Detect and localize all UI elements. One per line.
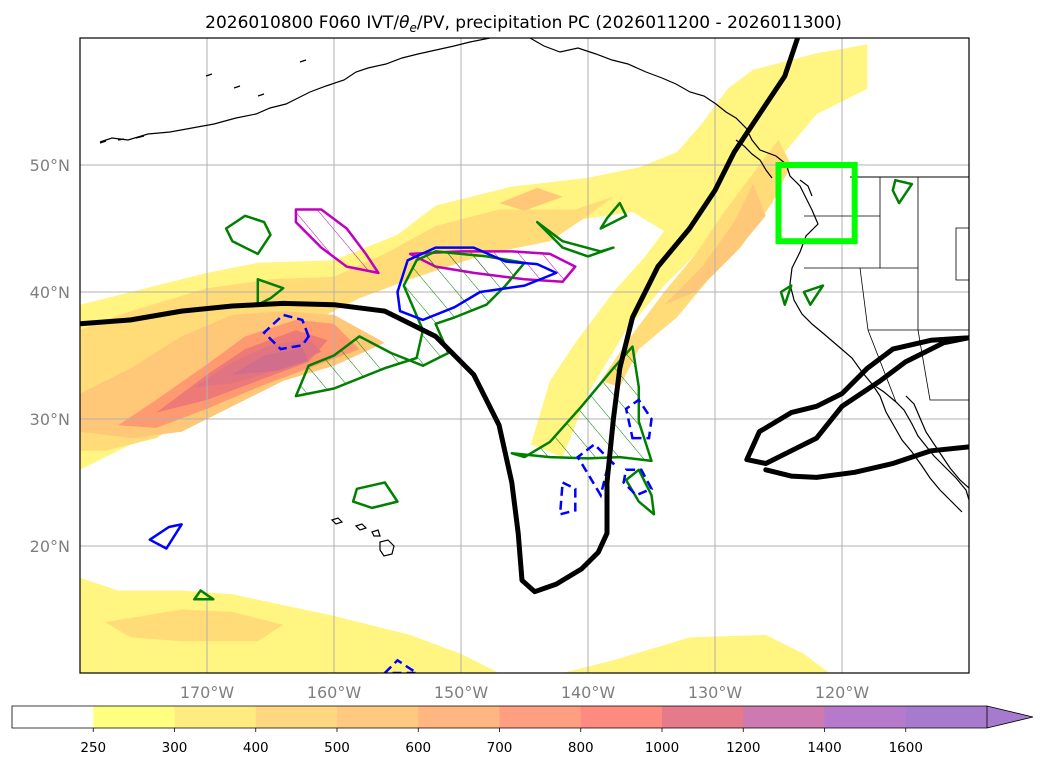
coastline-vancouver-island xyxy=(735,139,813,197)
colorbar-segment-2 xyxy=(174,706,257,728)
pv-contour-green-9 xyxy=(351,481,399,510)
pv-dashed-contour-3 xyxy=(622,468,654,497)
colorbar-tick-label: 1200 xyxy=(726,740,760,756)
pv-contour-green-14 xyxy=(193,589,215,601)
ivt-filled-contours xyxy=(80,44,868,673)
x-tick-label: 130°W xyxy=(688,683,743,702)
colorbar-extend-arrow xyxy=(986,705,1034,729)
colorbar-segment-0 xyxy=(12,706,94,728)
title-theta-sub: e xyxy=(410,21,417,35)
pv-dashed-contour-5 xyxy=(383,658,419,673)
theta-e-contour-1 xyxy=(744,335,969,466)
colorbar-segment-8 xyxy=(662,706,744,728)
colorbar-segment-7 xyxy=(580,706,663,728)
title-theta: θ xyxy=(399,13,410,33)
colorbar: 250 300 400 500 600 700 800 1000 1200 1400 1600 xyxy=(11,705,1034,756)
border-states xyxy=(804,177,969,403)
pv-contour-blue-4 xyxy=(396,246,558,322)
title-prefix: 2026010800 F060 IVT/ xyxy=(205,13,399,33)
pv-contour-green-11 xyxy=(779,284,793,306)
x-tick-label: 140°W xyxy=(561,683,616,702)
colorbar-segment-9 xyxy=(743,706,825,728)
gridlines xyxy=(80,38,969,673)
pv-dashed-contour-0 xyxy=(262,313,311,351)
ivt-region-f7-12 xyxy=(232,347,309,375)
colorbar-tick-label: 500 xyxy=(324,740,350,756)
x-tick-label: 170°W xyxy=(180,683,235,702)
y-tick-label: 50°N xyxy=(30,156,70,175)
colorbar-segment-10 xyxy=(824,706,907,728)
y-tick-label: 40°N xyxy=(30,283,70,302)
pv-contour-green-8 xyxy=(599,201,628,230)
ivt-region-f1-1 xyxy=(80,577,500,673)
theta-e-contour-0 xyxy=(80,38,801,595)
theta-e-contour-2 xyxy=(763,444,969,480)
colorbar-tick-label: 1400 xyxy=(807,740,841,756)
y-tick-label: 30°N xyxy=(30,410,70,429)
pv-contour-green-5 xyxy=(224,214,272,256)
colorbar-tick-label: 1600 xyxy=(889,740,923,756)
colorbar-tick-label: 600 xyxy=(405,740,431,756)
colorbar-tick-label: 400 xyxy=(243,740,269,756)
colorbar-tick-label: 1000 xyxy=(645,740,679,756)
pv-contour-green-6 xyxy=(256,278,285,306)
ivt-region-f1-2 xyxy=(562,634,830,673)
colorbar-segment-1 xyxy=(93,706,175,728)
ivt-region-f3-7 xyxy=(499,187,563,211)
pv-contour-green-2 xyxy=(294,250,526,398)
theta-e-contours xyxy=(80,38,969,595)
ivt-region-f3-8 xyxy=(664,184,766,305)
x-tick-label: 160°W xyxy=(307,683,362,702)
pv-contours xyxy=(148,178,914,673)
axis-labels: 170°W 160°W 150°W 140°W 130°W 120°W 20°N 30°N 40… xyxy=(30,156,870,702)
chart-title: 2026010800 F060 IVT/θe/PV, precipitation… xyxy=(205,13,842,35)
y-tick-label: 20°N xyxy=(30,537,70,556)
pv-dashed-contour-2 xyxy=(624,398,653,440)
ivt-region-f2-4 xyxy=(600,139,792,388)
coastline-aleutians xyxy=(99,59,307,144)
map-frame xyxy=(79,37,970,674)
coastline-baja xyxy=(871,383,969,513)
pv-contour-blue-15 xyxy=(148,523,183,550)
pv-contour-green-7 xyxy=(535,220,615,258)
ivt-region-f2-5 xyxy=(105,609,284,642)
colorbar-tick-label: 800 xyxy=(568,740,594,756)
pv-contour-green-10 xyxy=(624,468,656,516)
pv-dashed-contour-4 xyxy=(558,480,577,516)
colorbar-segment-4 xyxy=(337,706,419,728)
hawaiian-islands xyxy=(330,517,395,557)
title-suffix: /PV, precipitation PC (2026011200 - 2026… xyxy=(417,13,842,33)
coastlines xyxy=(99,38,969,557)
x-tick-label: 150°W xyxy=(434,683,489,702)
colorbar-segment-11 xyxy=(905,706,988,728)
pv-contour-green-12 xyxy=(802,284,825,306)
colorbar-segment-3 xyxy=(255,706,338,728)
colorbar-tick-label: 250 xyxy=(80,740,106,756)
map-area xyxy=(80,38,969,673)
colorbar-tick-label: 300 xyxy=(162,740,188,756)
pv-contour-green-13 xyxy=(891,178,914,205)
colorbar-segment-5 xyxy=(418,706,500,728)
colorbar-tick-label: 700 xyxy=(487,740,513,756)
x-tick-label: 120°W xyxy=(815,683,870,702)
colorbar-segment-6 xyxy=(499,706,582,728)
highlight-box-layer xyxy=(775,162,858,245)
highlight-box xyxy=(775,162,858,245)
pv-contour-magenta-0 xyxy=(294,208,380,275)
coastline-alaska xyxy=(99,38,787,165)
